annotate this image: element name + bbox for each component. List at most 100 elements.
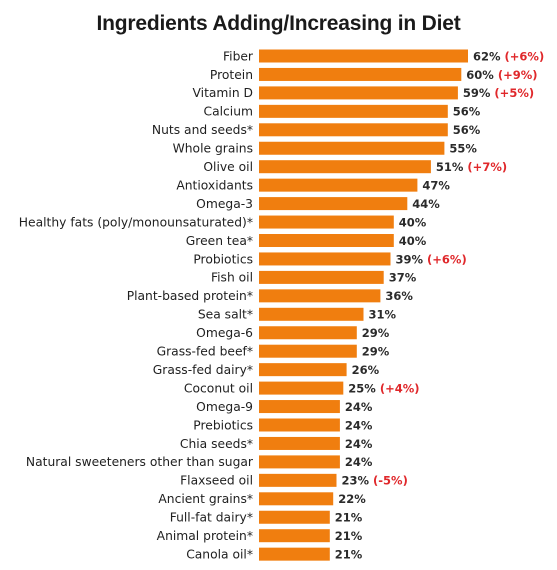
value-label-omega-3: 44% — [412, 197, 440, 211]
value-text: 62% — [473, 49, 501, 63]
category-label-olive-oil: Olive oil — [203, 160, 253, 174]
change-label: (+4%) — [380, 381, 420, 395]
bar-omega-3 — [259, 197, 408, 211]
category-label-calcium: Calcium — [204, 105, 254, 119]
value-text: 55% — [449, 142, 477, 156]
value-text: 21% — [335, 511, 363, 525]
change-label: (+7%) — [467, 160, 507, 174]
bar-fiber — [259, 49, 468, 63]
category-label-full-fat-dairy: Full-fat dairy* — [170, 511, 253, 525]
category-label-antioxidants: Antioxidants — [176, 178, 253, 192]
value-text: 37% — [389, 271, 417, 285]
bar-olive-oil — [259, 160, 431, 174]
value-text: 24% — [345, 418, 373, 432]
bar-green-tea — [259, 234, 394, 247]
bar-canola-oil — [259, 547, 330, 561]
category-label-chia-seeds: Chia seeds* — [180, 437, 253, 451]
bar-sea-salt — [259, 307, 364, 321]
value-text: 25% — [348, 381, 376, 395]
change-label: (+9%) — [498, 68, 538, 82]
bar-nuts-and-seeds — [259, 123, 448, 137]
chart-title: Ingredients Adding/Increasing in Diet — [96, 12, 461, 35]
bar-vitamin-d — [259, 86, 458, 100]
category-label-healthy-fats-poly-monounsaturated: Healthy fats (poly/monounsaturated)* — [19, 215, 253, 229]
bar-antioxidants — [259, 178, 418, 192]
category-label-green-tea: Green tea* — [186, 234, 253, 248]
value-text: 31% — [369, 308, 397, 322]
value-label-fiber: 62% (+6%) — [473, 49, 544, 63]
value-label-probiotics: 39% (+6%) — [396, 252, 467, 266]
value-label-green-tea: 40% — [399, 234, 427, 248]
value-label-flaxseed-oil: 23% (-5%) — [342, 474, 408, 488]
category-label-fiber: Fiber — [223, 49, 254, 63]
value-label-whole-grains: 55% — [449, 142, 477, 156]
value-label-animal-protein: 21% — [335, 529, 363, 543]
bar-flaxseed-oil — [259, 473, 337, 487]
category-label-canola-oil: Canola oil* — [186, 547, 253, 561]
value-label-antioxidants: 47% — [422, 178, 450, 192]
value-label-omega-9: 24% — [345, 400, 373, 414]
value-text: 56% — [453, 105, 481, 119]
change-label: (+5%) — [494, 86, 534, 100]
value-label-full-fat-dairy: 21% — [335, 511, 363, 525]
category-label-sea-salt: Sea salt* — [198, 308, 253, 322]
category-label-flaxseed-oil: Flaxseed oil — [180, 474, 253, 488]
category-label-omega-6: Omega-6 — [196, 326, 253, 340]
category-label-fish-oil: Fish oil — [211, 271, 253, 285]
category-label-ancient-grains: Ancient grains* — [158, 492, 253, 506]
bar-whole-grains — [259, 141, 445, 155]
bar-calcium — [259, 104, 448, 118]
value-label-vitamin-d: 59% (+5%) — [463, 86, 534, 100]
value-label-fish-oil: 37% — [389, 271, 417, 285]
bar-grass-fed-dairy — [259, 363, 347, 377]
value-text: 56% — [453, 123, 481, 137]
value-text: 21% — [335, 529, 363, 543]
bar-omega-9 — [259, 400, 340, 414]
category-label-omega-3: Omega-3 — [196, 197, 253, 211]
value-label-protein: 60% (+9%) — [466, 68, 537, 82]
bar-prebiotics — [259, 418, 340, 432]
category-label-grass-fed-beef: Grass-fed beef* — [157, 345, 253, 359]
bar-fish-oil — [259, 270, 384, 284]
bar-ancient-grains — [259, 492, 334, 506]
bar-coconut-oil — [259, 381, 344, 395]
category-label-grass-fed-dairy: Grass-fed dairy* — [153, 363, 253, 377]
value-text: 22% — [338, 492, 366, 506]
value-label-grass-fed-beef: 29% — [362, 345, 390, 359]
value-label-canola-oil: 21% — [335, 547, 363, 561]
change-label: (+6%) — [427, 252, 467, 266]
value-label-healthy-fats-poly-monounsaturated: 40% — [399, 215, 427, 229]
value-label-chia-seeds: 24% — [345, 437, 373, 451]
bar-natural-sweeteners-other-than-sugar — [259, 455, 340, 469]
category-label-omega-9: Omega-9 — [196, 400, 253, 414]
bar-omega-6 — [259, 326, 357, 340]
value-label-plant-based-protein: 36% — [385, 289, 413, 303]
value-text: 40% — [399, 234, 427, 248]
value-text: 51% — [436, 160, 464, 174]
category-label-natural-sweeteners-other-than-sugar: Natural sweeteners other than sugar — [26, 455, 254, 469]
value-text: 26% — [352, 363, 380, 377]
value-text: 39% — [396, 252, 424, 266]
value-label-calcium: 56% — [453, 105, 481, 119]
category-label-prebiotics: Prebiotics — [193, 418, 253, 432]
bar-chia-seeds — [259, 436, 340, 450]
value-text: 44% — [412, 197, 440, 211]
category-label-protein: Protein — [210, 68, 253, 82]
value-label-grass-fed-dairy: 26% — [352, 363, 380, 377]
category-label-probiotics: Probiotics — [193, 252, 253, 266]
value-label-ancient-grains: 22% — [338, 492, 366, 506]
value-label-nuts-and-seeds: 56% — [453, 123, 481, 137]
value-text: 29% — [362, 345, 390, 359]
value-text: 24% — [345, 455, 373, 469]
change-label: (+6%) — [505, 49, 545, 63]
value-text: 36% — [385, 289, 413, 303]
category-label-whole-grains: Whole grains — [173, 142, 253, 156]
category-label-nuts-and-seeds: Nuts and seeds* — [152, 123, 253, 137]
value-text: 47% — [422, 178, 450, 192]
bar-animal-protein — [259, 529, 330, 543]
bar-protein — [259, 67, 462, 81]
bar-full-fat-dairy — [259, 510, 330, 524]
value-text: 59% — [463, 86, 491, 100]
value-label-coconut-oil: 25% (+4%) — [348, 381, 419, 395]
change-label: (-5%) — [373, 474, 408, 488]
